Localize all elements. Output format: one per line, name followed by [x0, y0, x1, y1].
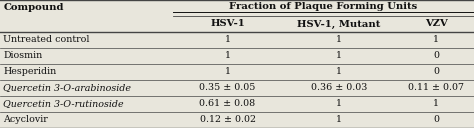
- Text: 1: 1: [225, 67, 230, 77]
- Text: 0.11 ± 0.07: 0.11 ± 0.07: [408, 83, 464, 93]
- Text: 0: 0: [433, 67, 439, 77]
- Text: Hesperidin: Hesperidin: [3, 67, 56, 77]
- Text: Fraction of Plaque Forming Units: Fraction of Plaque Forming Units: [229, 2, 418, 11]
- Text: 1: 1: [336, 35, 342, 45]
- Text: 1: 1: [336, 115, 342, 125]
- Text: Untreated control: Untreated control: [3, 35, 90, 45]
- Text: 0.61 ± 0.08: 0.61 ± 0.08: [200, 99, 255, 109]
- Text: Diosmin: Diosmin: [3, 51, 43, 61]
- Text: 0.36 ± 0.03: 0.36 ± 0.03: [311, 83, 367, 93]
- Text: 0.35 ± 0.05: 0.35 ± 0.05: [200, 83, 255, 93]
- Text: 0.12 ± 0.02: 0.12 ± 0.02: [200, 115, 255, 125]
- Text: 1: 1: [225, 51, 230, 61]
- Text: 1: 1: [336, 51, 342, 61]
- Text: 1: 1: [336, 99, 342, 109]
- Text: Quercetin 3-O-arabinoside: Quercetin 3-O-arabinoside: [3, 83, 131, 93]
- Text: 1: 1: [433, 35, 439, 45]
- Text: Quercetin 3-O-rutinoside: Quercetin 3-O-rutinoside: [3, 99, 124, 109]
- Text: HSV-1: HSV-1: [210, 19, 245, 29]
- Text: 1: 1: [433, 99, 439, 109]
- Text: 1: 1: [336, 67, 342, 77]
- Text: Compound: Compound: [3, 3, 64, 13]
- Text: 1: 1: [225, 35, 230, 45]
- Text: 0: 0: [433, 51, 439, 61]
- Text: 0: 0: [433, 115, 439, 125]
- Text: VZV: VZV: [425, 19, 447, 29]
- Text: Acyclovir: Acyclovir: [3, 115, 48, 125]
- Text: HSV-1, Mutant: HSV-1, Mutant: [297, 19, 381, 29]
